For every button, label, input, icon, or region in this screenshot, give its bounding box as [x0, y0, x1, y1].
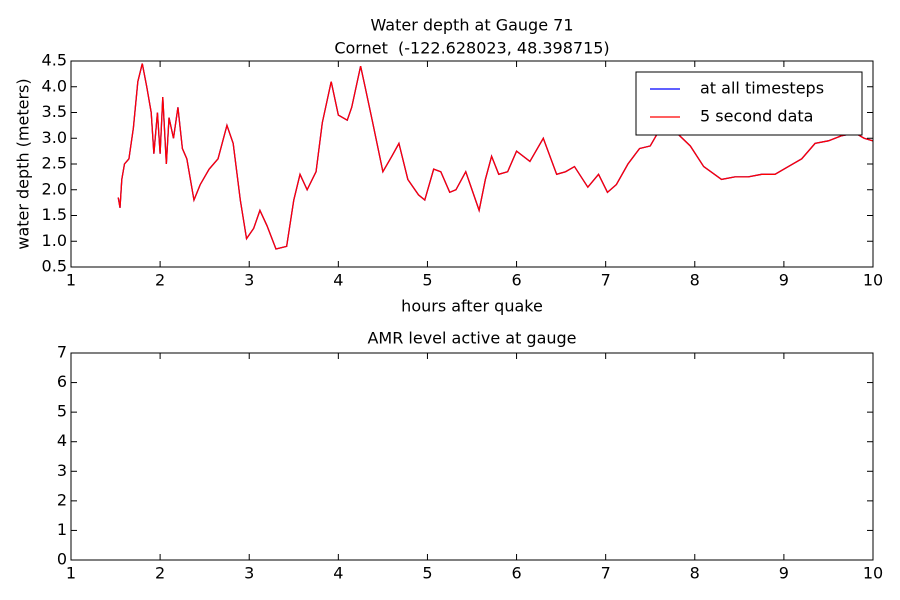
y-tick-label: 2.0 — [42, 179, 67, 198]
x-tick-label: 2 — [155, 564, 165, 583]
x-tick-label: 3 — [244, 271, 254, 290]
x-tick-label: 1 — [66, 271, 76, 290]
plot-frame — [70, 352, 874, 561]
x-tick-label: 6 — [511, 271, 521, 290]
x-tick-label: 1 — [66, 564, 76, 583]
x-tick-label: 6 — [511, 564, 521, 583]
x-tick-label: 7 — [601, 271, 611, 290]
y-tick-label: 4.0 — [42, 76, 67, 95]
legend-label: at all timesteps — [700, 79, 824, 98]
y-tick-label: 0 — [57, 550, 67, 569]
y-tick-label: 4.5 — [42, 51, 67, 70]
y-tick-label: 2 — [57, 490, 67, 509]
chart-title: AMR level active at gauge — [367, 329, 576, 348]
x-tick-label: 10 — [863, 564, 883, 583]
x-tick-label: 8 — [690, 564, 700, 583]
legend-box — [635, 71, 863, 136]
y-tick-label: 3.0 — [42, 128, 67, 147]
y-tick-label: 4 — [57, 431, 67, 450]
chart-subtitle: Cornet (-122.628023, 48.398715) — [334, 39, 609, 58]
x-tick-label: 4 — [333, 271, 343, 290]
x-tick-label: 4 — [333, 564, 343, 583]
x-tick-label: 9 — [779, 564, 789, 583]
x-tick-label: 3 — [244, 564, 254, 583]
x-axis-label: hours after quake — [401, 297, 543, 316]
legend-label: 5 second data — [700, 107, 813, 126]
x-tick-label: 2 — [155, 271, 165, 290]
y-tick-label: 0.5 — [42, 257, 67, 276]
y-tick-label: 5 — [57, 402, 67, 421]
y-tick-label: 1.5 — [42, 205, 67, 224]
x-tick-label: 7 — [601, 564, 611, 583]
y-tick-label: 1 — [57, 520, 67, 539]
x-tick-label: 5 — [422, 271, 432, 290]
y-axis-label: water depth (meters) — [14, 78, 33, 249]
x-tick-label: 10 — [863, 271, 883, 290]
y-tick-label: 3 — [57, 461, 67, 480]
y-tick-label: 7 — [57, 343, 67, 362]
x-tick-label: 9 — [779, 271, 789, 290]
y-tick-label: 1.0 — [42, 231, 67, 250]
y-tick-label: 3.5 — [42, 102, 67, 121]
y-tick-label: 6 — [57, 372, 67, 391]
chart-title: Water depth at Gauge 71 — [371, 16, 574, 35]
y-tick-label: 2.5 — [42, 154, 67, 173]
x-tick-label: 5 — [422, 564, 432, 583]
x-tick-label: 8 — [690, 271, 700, 290]
